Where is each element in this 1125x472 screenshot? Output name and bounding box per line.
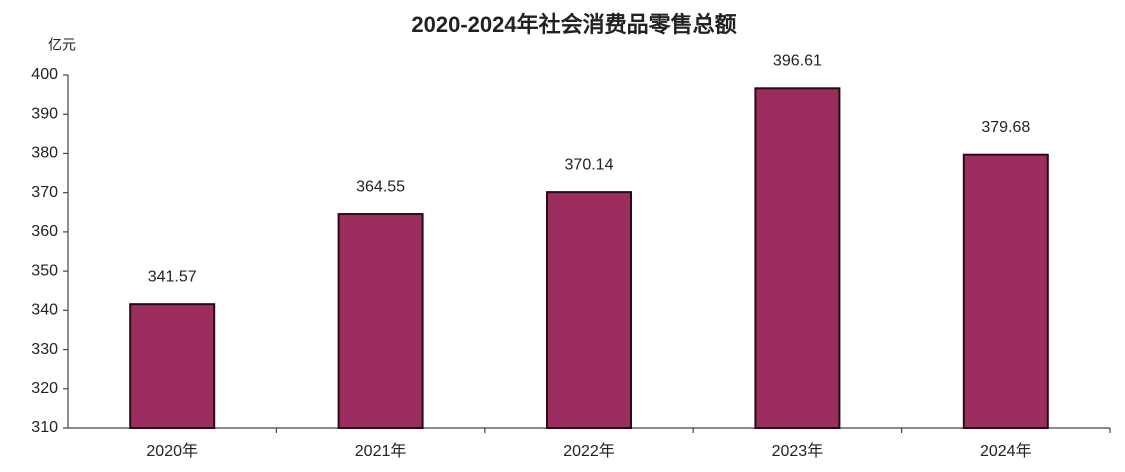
value-label: 379.68 (981, 119, 1030, 136)
value-label: 370.14 (565, 156, 614, 173)
y-tick-label: 340 (31, 302, 58, 319)
bar (962, 153, 1049, 429)
y-tick-label: 380 (31, 145, 58, 162)
x-tick-label: 2021年 (355, 442, 407, 460)
bar (129, 303, 216, 429)
y-tick-label: 320 (31, 380, 58, 397)
bar (546, 191, 632, 429)
bar (337, 213, 424, 429)
x-tick-label: 2022年 (563, 442, 615, 460)
x-tick-label: 2020年 (146, 442, 198, 460)
y-tick-label: 310 (31, 419, 58, 436)
y-tick-label: 350 (31, 262, 58, 279)
value-label: 396.61 (773, 53, 822, 70)
value-label: 341.57 (148, 268, 197, 285)
y-tick-label: 360 (31, 223, 58, 240)
x-tick-label: 2023年 (772, 442, 824, 460)
y-tick-label: 400 (31, 66, 58, 83)
y-tick-label: 370 (31, 184, 58, 201)
y-tick-label: 330 (31, 341, 58, 358)
x-tick-label: 2024年 (980, 442, 1032, 460)
y-tick-label: 390 (31, 105, 58, 122)
value-label: 364.55 (356, 178, 405, 195)
chart-title: 2020-2024年社会消费品零售总额 (411, 12, 736, 37)
y-axis-label: 亿元 (48, 37, 76, 53)
bar (754, 87, 841, 430)
